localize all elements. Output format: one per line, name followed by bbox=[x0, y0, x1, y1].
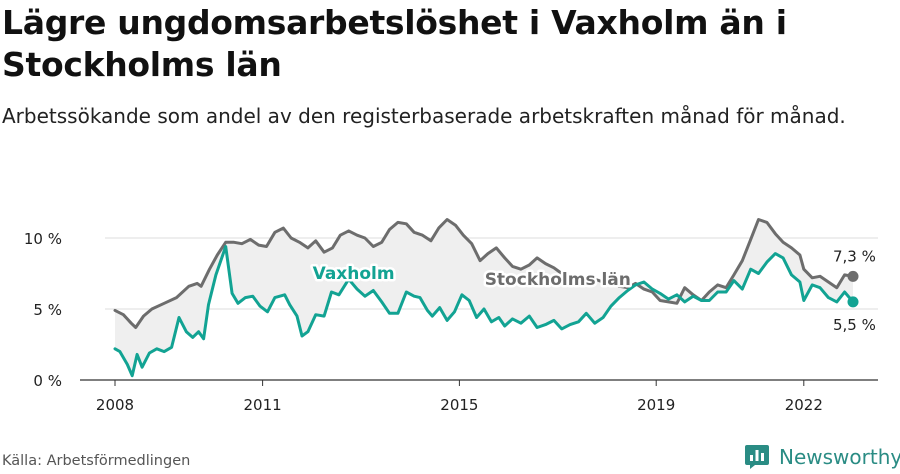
x-tick-label: 2015 bbox=[440, 396, 478, 414]
page-title: Lägre ungdomsarbetslöshet i Vaxholm än i… bbox=[2, 3, 787, 84]
series-line-stockholms-lan bbox=[113, 218, 855, 329]
x-tick-label: 2022 bbox=[785, 396, 823, 414]
x-tick-label: 2008 bbox=[96, 396, 134, 414]
series-end-marker-stockholms-lan bbox=[847, 270, 859, 282]
line-chart: 0 % 5 % 10 % 2008 2011 2015 2019 2022 7,3 % 5,5 … bbox=[24, 218, 878, 414]
series-annotation-vaxholm: Vaxholm bbox=[313, 264, 395, 284]
newsworthy-logo-icon bbox=[745, 445, 769, 469]
y-tick-label: 10 % bbox=[24, 230, 62, 248]
series-end-label-stockholms-lan: 7,3 % bbox=[833, 247, 876, 265]
source-note: Källa: Arbetsförmedlingen bbox=[2, 453, 191, 469]
brand-logo: Newsworthy bbox=[744, 442, 900, 472]
series-line-vaxholm bbox=[113, 245, 855, 378]
chart-subtitle: Arbetssökande som andel av den registerb… bbox=[2, 104, 846, 128]
brand-name: Newsworthy bbox=[779, 445, 900, 469]
series-end-marker-vaxholm bbox=[847, 296, 859, 308]
x-tick-label: 2011 bbox=[244, 396, 282, 414]
y-tick-label: 5 % bbox=[33, 301, 62, 319]
x-tick-label: 2019 bbox=[637, 396, 675, 414]
series-end-label-vaxholm: 5,5 % bbox=[833, 316, 876, 334]
y-tick-label: 0 % bbox=[33, 372, 62, 390]
series-annotation-stockholms-lan: Stockholms län bbox=[485, 270, 631, 290]
range-band-fill bbox=[115, 219, 853, 376]
